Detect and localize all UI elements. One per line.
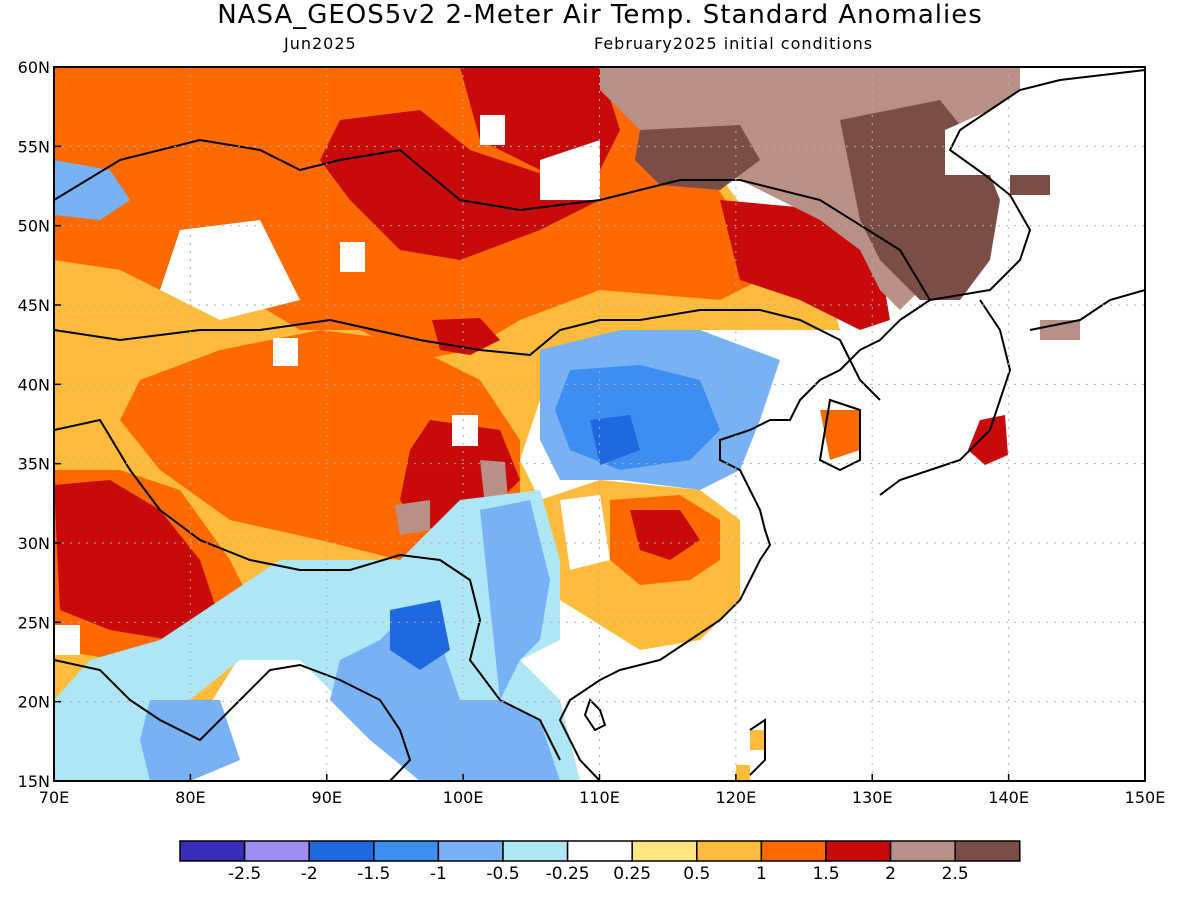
colorbar-label: 0.5 (683, 864, 710, 884)
anomaly-field (54, 67, 1145, 781)
colorbar-label: 1.5 (812, 864, 839, 884)
colorbar-swatch (696, 840, 763, 862)
colorbar-label: 2.5 (942, 864, 969, 884)
colorbar-label: -1 (430, 864, 447, 884)
lat-tick-label: 45N (18, 296, 50, 315)
forecast-month: Jun2025 (284, 34, 357, 53)
colorbar-swatch (954, 840, 1021, 862)
colorbar-label: -0.25 (546, 864, 590, 884)
colorbar-swatch (243, 840, 310, 862)
lat-tick-label: 60N (18, 58, 50, 77)
lon-tick-label: 100E (443, 788, 484, 807)
colorbar-label: 2 (885, 864, 896, 884)
colorbar-swatch (437, 840, 504, 862)
lon-tick-label: 140E (988, 788, 1029, 807)
lon-tick-label: 80E (175, 788, 205, 807)
lon-tick-label: 110E (579, 788, 620, 807)
colorbar-swatch (373, 840, 440, 862)
colorbar-label: -2 (301, 864, 318, 884)
longitude-axis: 70E 80E 90E 100E 110E 120E 130E 140E 150E (39, 774, 1166, 807)
coastlines-and-borders (54, 69, 1145, 781)
lon-tick-label: 120E (716, 788, 757, 807)
lat-tick-label: 35N (18, 455, 50, 474)
lat-tick-label: 40N (18, 375, 50, 394)
colorbar-swatch (308, 840, 375, 862)
map-title: NASA_GEOS5v2 2-Meter Air Temp. Standard … (217, 0, 983, 30)
initial-conditions: February2025 initial conditions (594, 34, 874, 53)
colorbar-swatch (566, 840, 633, 862)
colorbar-label: -1.5 (357, 864, 390, 884)
lat-tick-label: 50N (18, 217, 50, 236)
lon-tick-label: 130E (852, 788, 893, 807)
colorbar-swatch (179, 840, 246, 862)
colorbar-label: -2.5 (228, 864, 261, 884)
lat-tick-label: 20N (18, 693, 50, 712)
lat-tick-label: 55N (18, 137, 50, 156)
colorbar-label: -0.5 (486, 864, 519, 884)
lon-tick-label: 90E (312, 788, 342, 807)
graticule (54, 67, 1145, 781)
lat-tick-label: 15N (18, 772, 50, 791)
colorbar-swatch (889, 840, 956, 862)
colorbar-swatch (631, 840, 698, 862)
colorbar: -2.5 -2 -1.5 -1 -0.5 -0.25 0.25 0.5 1 1.5 2 2.5 (179, 840, 1021, 884)
latitude-axis: 15N 20N 25N 30N 35N 40N 45N 50N 55N 60N (18, 58, 61, 791)
colorbar-swatch (760, 840, 827, 862)
lon-tick-label: 150E (1125, 788, 1166, 807)
colorbar-swatch (502, 840, 569, 862)
lat-tick-label: 30N (18, 534, 50, 553)
lon-tick-label: 70E (39, 788, 69, 807)
colorbar-swatch (825, 840, 892, 862)
colorbar-label: 0.25 (613, 864, 651, 884)
colorbar-label: 1 (756, 864, 767, 884)
lat-tick-label: 25N (18, 613, 50, 632)
